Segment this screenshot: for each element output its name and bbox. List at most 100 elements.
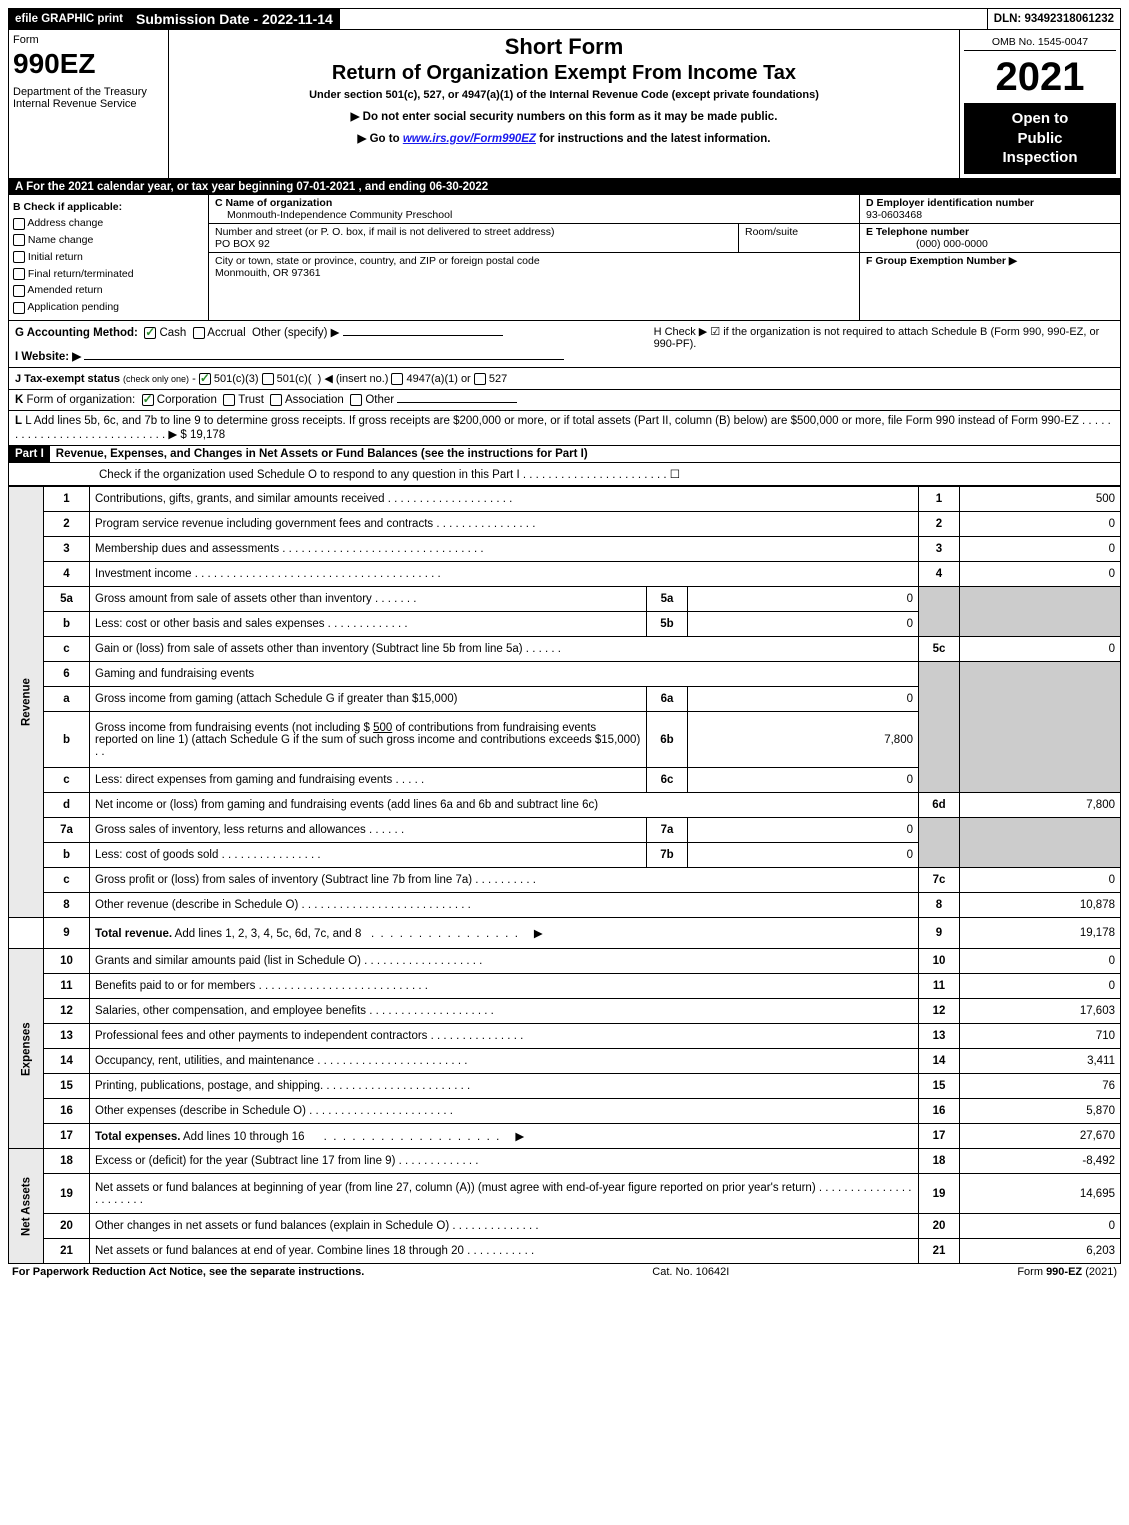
r7-gray (919, 818, 960, 868)
r6a-subval: 0 (688, 687, 919, 712)
r5a-subval: 0 (688, 587, 919, 612)
tel-value: (000) 000-0000 (866, 238, 988, 250)
r13-num: 13 (44, 1024, 90, 1049)
org-name-label: C Name of organization (215, 197, 332, 209)
r6b-sub: 6b (647, 712, 688, 768)
chk-527[interactable] (474, 373, 486, 385)
chk-other-org[interactable] (350, 394, 362, 406)
chk-assoc[interactable] (270, 394, 282, 406)
tel-label: E Telephone number (866, 226, 969, 238)
footer-right-post: (2021) (1082, 1266, 1117, 1278)
r5c-num: c (44, 637, 90, 662)
cash-label: Cash (159, 327, 186, 339)
chk-initial-label: Initial return (28, 251, 83, 263)
r7c-label: Gross profit or (loss) from sales of inv… (90, 868, 919, 893)
r6a-num: a (44, 687, 90, 712)
r19-label: Net assets or fund balances at beginning… (90, 1174, 919, 1214)
section-g: G Accounting Method: Cash Accrual Other … (15, 325, 614, 363)
chk-cash[interactable] (144, 327, 156, 339)
section-c: C Name of organization Monmouth-Independ… (209, 195, 860, 321)
info-grid: B Check if applicable: Address change Na… (8, 195, 1121, 322)
part1-title: Revenue, Expenses, and Changes in Net As… (50, 446, 1120, 462)
section-h: H Check ▶ ☑ if the organization is not r… (654, 325, 1114, 363)
chk-amended[interactable]: Amended return (13, 282, 204, 299)
r6b-label: Gross income from fundraising events (no… (90, 712, 647, 768)
r10-rval: 0 (960, 949, 1121, 974)
form-word: Form (13, 34, 164, 46)
ein-value: 93-0603468 (866, 209, 922, 221)
r3-num: 3 (44, 537, 90, 562)
r6c-label: Less: direct expenses from gaming and fu… (90, 768, 647, 793)
section-k: K Form of organization: Corporation Trus… (8, 390, 1121, 411)
tax-year: 2021 (964, 57, 1116, 97)
r7b-sub: 7b (647, 843, 688, 868)
r4-label: Investment income . . . . . . . . . . . … (90, 562, 919, 587)
chk-accrual[interactable] (193, 327, 205, 339)
street-value: PO BOX 92 (215, 238, 270, 250)
r5b-label: Less: cost or other basis and sales expe… (90, 612, 647, 637)
header-center: Short Form Return of Organization Exempt… (169, 30, 960, 178)
city-label: City or town, state or province, country… (215, 255, 540, 267)
header-right: OMB No. 1545-0047 2021 Open to Public In… (960, 30, 1120, 178)
r6c-subval: 0 (688, 768, 919, 793)
other-specify-input[interactable] (343, 335, 503, 336)
chk-trust[interactable] (223, 394, 235, 406)
r16-rval: 5,870 (960, 1099, 1121, 1124)
chk-501c3[interactable] (199, 373, 211, 385)
r19-rval: 14,695 (960, 1174, 1121, 1214)
part1-check-text: Check if the organization used Schedule … (99, 469, 680, 481)
chk-name[interactable]: Name change (13, 232, 204, 249)
r6-gray (919, 662, 960, 793)
main-financial-table: Revenue 1 Contributions, gifts, grants, … (8, 486, 1121, 1264)
section-i: I Website: ▶ (15, 349, 614, 363)
row-1: Revenue 1 Contributions, gifts, grants, … (9, 487, 1121, 512)
chk-4947[interactable] (391, 373, 403, 385)
other-org-input[interactable] (397, 402, 517, 403)
r5b-subval: 0 (688, 612, 919, 637)
row-6d: d Net income or (loss) from gaming and f… (9, 793, 1121, 818)
chk-pending[interactable]: Application pending (13, 299, 204, 316)
r15-num: 15 (44, 1074, 90, 1099)
accrual-label: Accrual (207, 327, 245, 339)
section-a: A For the 2021 calendar year, or tax yea… (8, 179, 1121, 195)
r6d-label: Net income or (loss) from gaming and fun… (90, 793, 919, 818)
irs-link[interactable]: www.irs.gov/Form990EZ (403, 133, 536, 145)
r7c-rnum: 7c (919, 868, 960, 893)
rev-end-spacer (9, 918, 44, 949)
r8-num: 8 (44, 893, 90, 918)
r17-rnum: 17 (919, 1124, 960, 1149)
chk-501c[interactable] (262, 373, 274, 385)
part1-header-row: Part I Revenue, Expenses, and Changes in… (8, 446, 1121, 463)
open-line2: Public (970, 129, 1110, 149)
group-label: F Group Exemption Number ▶ (866, 255, 1017, 267)
r19-num: 19 (44, 1174, 90, 1214)
org-name-row: C Name of organization Monmouth-Independ… (209, 195, 859, 224)
r12-rnum: 12 (919, 999, 960, 1024)
netassets-vert-label: Net Assets (9, 1149, 44, 1264)
r20-num: 20 (44, 1214, 90, 1239)
open-line1: Open to (970, 109, 1110, 129)
chk-corp[interactable] (142, 394, 154, 406)
efile-label[interactable]: efile GRAPHIC print (9, 9, 130, 29)
r15-rval: 76 (960, 1074, 1121, 1099)
chk-address[interactable]: Address change (13, 215, 204, 232)
r16-label: Other expenses (describe in Schedule O) … (90, 1099, 919, 1124)
room-label: Room/suite (739, 224, 859, 252)
form-number: 990EZ (13, 48, 164, 80)
row-12: 12 Salaries, other compensation, and emp… (9, 999, 1121, 1024)
website-input[interactable] (84, 359, 564, 360)
r18-label: Excess or (deficit) for the year (Subtra… (90, 1149, 919, 1174)
chk-initial[interactable]: Initial return (13, 249, 204, 266)
r5b-num: b (44, 612, 90, 637)
submission-date: Submission Date - 2022-11-14 (130, 9, 340, 29)
chk-final[interactable]: Final return/terminated (13, 266, 204, 283)
r9-num: 9 (44, 918, 90, 949)
footer-right: Form 990-EZ (2021) (1017, 1266, 1117, 1278)
street-row: Number and street (or P. O. box, if mail… (209, 224, 859, 253)
row-11: 11 Benefits paid to or for members . . .… (9, 974, 1121, 999)
r2-num: 2 (44, 512, 90, 537)
r6b-underline: 500 (373, 722, 392, 734)
r11-rval: 0 (960, 974, 1121, 999)
r3-rval: 0 (960, 537, 1121, 562)
r5a-label: Gross amount from sale of assets other t… (90, 587, 647, 612)
